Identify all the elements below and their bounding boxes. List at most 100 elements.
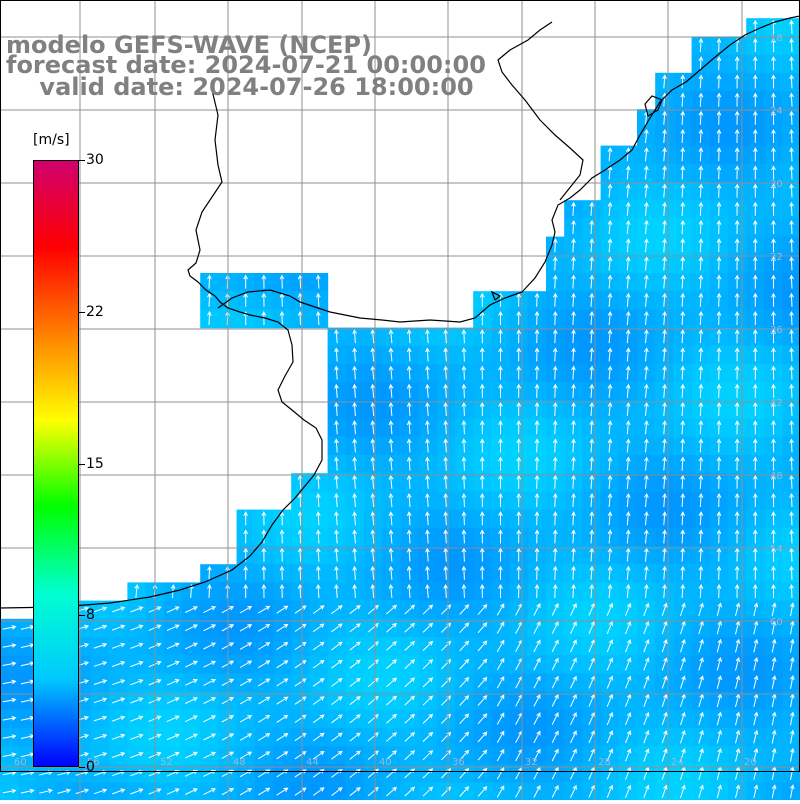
wind-arrow bbox=[607, 147, 613, 162]
wind-arrow bbox=[716, 383, 722, 398]
wind-arrow bbox=[752, 147, 758, 162]
wind-arrow bbox=[349, 641, 361, 651]
wind-arrow bbox=[443, 529, 449, 544]
wind-arrow bbox=[334, 529, 339, 544]
wind-arrow bbox=[258, 696, 271, 705]
latitude-label: 18 bbox=[770, 33, 783, 44]
wind-arrow bbox=[461, 365, 467, 380]
wind-arrow bbox=[315, 583, 321, 599]
wind-arrow bbox=[625, 456, 631, 471]
wind-arrow bbox=[422, 786, 434, 797]
wind-arrow bbox=[752, 383, 758, 398]
latitude-label: 48 bbox=[770, 471, 783, 482]
wind-arrow bbox=[388, 401, 394, 417]
wind-arrow bbox=[297, 492, 303, 508]
wind-arrow bbox=[422, 640, 434, 651]
wind-arrow bbox=[516, 529, 522, 544]
wind-arrow bbox=[698, 492, 704, 508]
wind-arrow bbox=[790, 638, 795, 653]
wind-arrow bbox=[312, 678, 325, 687]
wind-arrow bbox=[276, 714, 289, 723]
wind-arrow bbox=[698, 329, 704, 344]
wind-arrow bbox=[239, 715, 253, 723]
wind-arrow bbox=[443, 511, 449, 526]
wind-arrow bbox=[752, 128, 758, 143]
wind-arrow bbox=[459, 713, 470, 725]
wind-arrow bbox=[716, 128, 722, 144]
wind-arrow bbox=[735, 729, 741, 744]
wind-arrow bbox=[589, 238, 595, 253]
wind-arrow bbox=[734, 492, 740, 508]
wind-arrow bbox=[297, 511, 303, 526]
wind-arrow bbox=[680, 420, 686, 435]
wind-arrow bbox=[552, 529, 558, 544]
wind-arrow bbox=[516, 292, 522, 307]
wind-arrow bbox=[570, 621, 577, 635]
wind-arrow bbox=[571, 329, 576, 344]
wind-arrow bbox=[386, 750, 397, 760]
wind-arrow bbox=[771, 656, 777, 671]
wind-arrow bbox=[588, 730, 595, 744]
wind-arrow bbox=[297, 565, 303, 580]
wind-arrow bbox=[606, 748, 614, 762]
wind-arrow bbox=[698, 56, 704, 71]
wind-arrow bbox=[459, 658, 470, 670]
wind-arrow bbox=[166, 788, 180, 795]
wind-arrow bbox=[607, 219, 613, 235]
wind-arrow bbox=[588, 784, 595, 798]
wind-arrow bbox=[552, 238, 558, 253]
wind-arrow bbox=[477, 658, 488, 670]
wind-arrow bbox=[39, 788, 53, 794]
wind-arrow bbox=[716, 37, 722, 53]
latitude-label: 42 bbox=[770, 398, 783, 409]
wind-arrow bbox=[571, 401, 576, 417]
wind-arrow bbox=[752, 474, 758, 489]
wind-arrow bbox=[680, 748, 686, 762]
wind-arrow bbox=[661, 620, 668, 635]
wind-arrow bbox=[386, 713, 397, 724]
wind-arrow bbox=[2, 661, 17, 666]
wind-arrow bbox=[297, 529, 303, 544]
wind-arrow bbox=[698, 620, 704, 635]
wind-arrow bbox=[551, 657, 559, 671]
wind-arrow bbox=[661, 639, 668, 653]
wind-arrow bbox=[643, 639, 650, 653]
wind-arrow bbox=[406, 329, 412, 344]
wind-arrow bbox=[370, 474, 376, 489]
wind-arrow bbox=[479, 401, 485, 417]
wind-arrow bbox=[752, 529, 758, 544]
wind-arrow bbox=[680, 675, 686, 689]
colorbar-tick-label: 30 bbox=[86, 152, 104, 168]
wind-arrow bbox=[680, 165, 686, 180]
wind-arrow bbox=[789, 438, 794, 453]
wind-arrow bbox=[625, 639, 632, 653]
wind-arrow bbox=[498, 547, 503, 562]
wind-arrow bbox=[771, 92, 776, 107]
wind-arrow bbox=[662, 74, 667, 89]
wind-arrow bbox=[349, 659, 361, 669]
wind-arrow bbox=[276, 787, 289, 796]
wind-arrow bbox=[625, 310, 631, 326]
wind-arrow bbox=[533, 621, 541, 634]
wind-arrow bbox=[716, 656, 722, 671]
wind-arrow bbox=[443, 420, 449, 435]
wind-arrow bbox=[789, 238, 794, 253]
wind-arrow bbox=[771, 238, 776, 253]
wind-arrow bbox=[461, 420, 467, 435]
wind-arrow bbox=[386, 659, 397, 669]
wind-arrow bbox=[312, 787, 325, 796]
wind-arrow bbox=[425, 456, 430, 471]
wind-arrow bbox=[498, 511, 503, 526]
wind-arrow bbox=[388, 329, 394, 344]
wind-arrow bbox=[716, 183, 722, 198]
wind-arrow bbox=[662, 583, 667, 599]
wind-arrow bbox=[406, 547, 412, 562]
wind-arrow bbox=[771, 74, 776, 89]
wind-arrow bbox=[534, 401, 540, 417]
wind-arrow bbox=[588, 657, 595, 671]
wind-arrow bbox=[698, 675, 704, 689]
wind-arrow bbox=[297, 583, 303, 599]
wind-arrow bbox=[203, 624, 217, 632]
wind-arrow bbox=[479, 438, 485, 453]
wind-arrow bbox=[294, 623, 307, 632]
